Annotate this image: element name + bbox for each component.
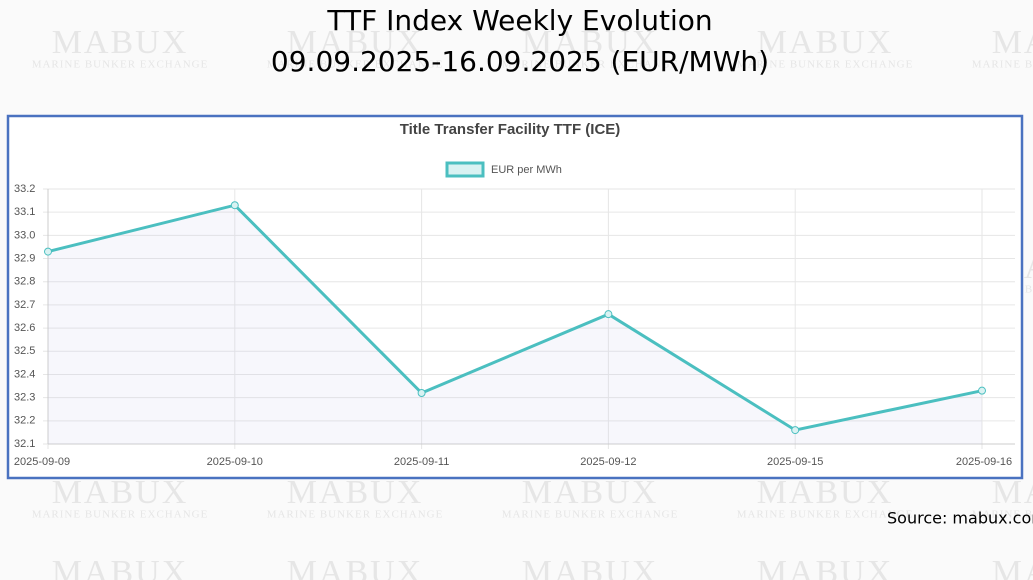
legend-label: EUR per MWh bbox=[491, 164, 562, 176]
watermark-title: MABUX bbox=[52, 24, 189, 61]
point bbox=[604, 310, 613, 319]
source: Source: mabux.com bbox=[887, 509, 1033, 528]
watermark-subtitle: MARINE BUNKER EXCHANGE bbox=[972, 59, 1033, 71]
y-tick-label: 32.3 bbox=[14, 392, 35, 404]
x-tick-label: 2025-09-11 bbox=[394, 456, 449, 468]
watermark-title: MABUX bbox=[522, 554, 659, 580]
watermark-title: MABUX bbox=[992, 554, 1033, 580]
watermark-title: MABUX bbox=[522, 24, 659, 61]
y-tick-label: 32.5 bbox=[14, 345, 35, 357]
point bbox=[44, 247, 52, 256]
page-subtitle: 09.09.2025-16.09.2025 (EUR/MWh) bbox=[271, 45, 769, 78]
watermark-title: MABUX bbox=[287, 24, 424, 61]
plot: 32.1 32.2 32.3 32.4 32.5 32.6 32.7 32.8 32.9 33.0… bbox=[14, 161, 1015, 468]
watermark-title: MABUX bbox=[757, 474, 894, 511]
watermark-subtitle: MARINE BUNKER EXCHANGE bbox=[502, 509, 679, 521]
point bbox=[791, 426, 800, 435]
y-tick-label: 32.8 bbox=[14, 276, 35, 288]
watermark-title: MABUX bbox=[757, 554, 894, 580]
line bbox=[47, 203, 983, 432]
watermark-title: MABUX bbox=[992, 24, 1033, 61]
x-tick-label: 2025-09-09 bbox=[14, 456, 70, 468]
x-tick-label: 2025-09-15 bbox=[767, 456, 823, 468]
point bbox=[417, 389, 426, 397]
watermark-subtitle: MARINE BUNKER EXCHANGE bbox=[32, 509, 209, 521]
watermark-title: MABUX bbox=[757, 24, 894, 61]
watermark-title: MABUX bbox=[992, 474, 1033, 511]
page-title: TTF Index Weekly Evolution bbox=[326, 4, 712, 37]
watermark-subtitle: MARINE BUNKER EXCHANGE bbox=[267, 59, 444, 71]
point bbox=[978, 386, 986, 395]
watermark-subtitle: MARINE BUNKER EXCHANGE bbox=[737, 59, 914, 71]
watermark-title: MABUX bbox=[52, 474, 189, 511]
y-tick-label: 32.2 bbox=[14, 415, 35, 427]
point bbox=[230, 201, 239, 210]
y-tick-label: 32.7 bbox=[14, 299, 35, 311]
y-tick-label: 32.6 bbox=[14, 322, 35, 334]
watermark-subtitle: MARINE BUNKER EXCHANGE bbox=[32, 59, 209, 71]
watermark-subtitle: MARINE BUNKER EXCHANGE bbox=[267, 509, 444, 521]
area bbox=[48, 205, 982, 444]
x-tick-label: 2025-09-10 bbox=[207, 456, 263, 468]
y-tick-label: 32.1 bbox=[14, 438, 35, 450]
y-tick-label: 33.0 bbox=[14, 229, 35, 241]
y-tick-label: 32.4 bbox=[14, 368, 35, 380]
x-tick-label: 2025-09-16 bbox=[956, 456, 1012, 468]
watermark-title: MABUX bbox=[522, 474, 659, 511]
y-tick-label: 33.1 bbox=[14, 206, 35, 218]
watermark-subtitle: MARINE BUNKER EXCHANGE bbox=[737, 509, 914, 521]
y-tick-label: 32.9 bbox=[14, 252, 35, 264]
watermark-title: MABUX bbox=[287, 554, 424, 580]
y-tick-label: 33.2 bbox=[14, 183, 35, 195]
watermark-title: MABUX bbox=[287, 474, 424, 511]
chart-title: Title Transfer Facility TTF (ICE) bbox=[400, 121, 621, 138]
legend-swatch bbox=[445, 161, 485, 178]
watermark-subtitle: MARINE BUNKER EXCHANGE bbox=[972, 509, 1033, 521]
watermark-title: MABUX bbox=[52, 554, 189, 580]
watermark-subtitle: MARINE BUNKER EXCHANGE bbox=[502, 59, 679, 71]
x-tick-label: 2025-09-12 bbox=[580, 456, 636, 468]
